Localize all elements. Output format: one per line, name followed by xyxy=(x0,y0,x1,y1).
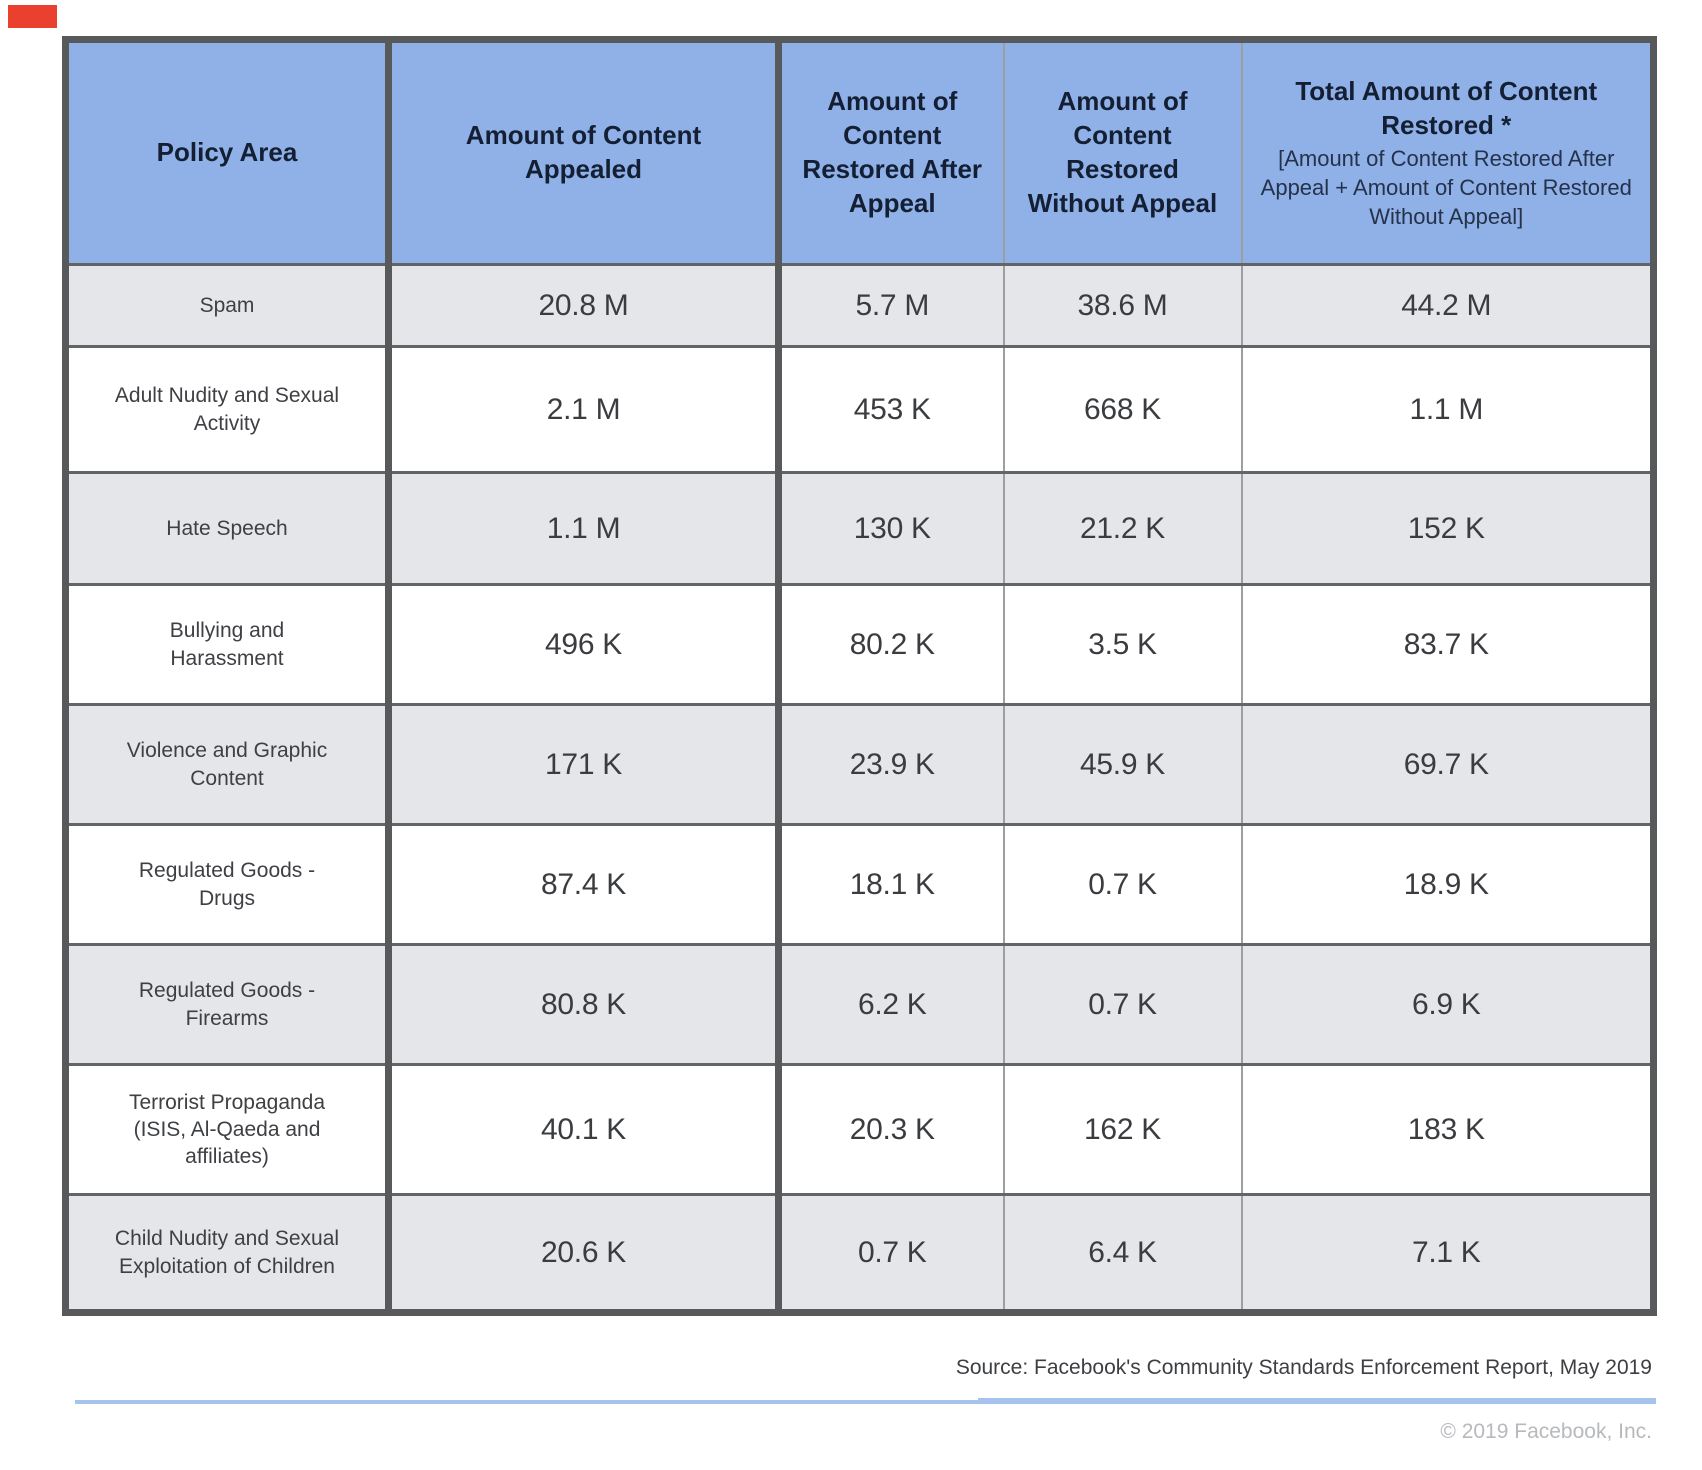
col-header-total-restored-formula: [Amount of Content Restored After Appeal… xyxy=(1260,146,1632,229)
restored-after-appeal-cell: 6.2 K xyxy=(778,943,1005,1065)
col-header-total-restored-label: Total Amount of Content Restored * xyxy=(1295,75,1598,140)
table-row: Child Nudity and Sexual Exploitation of … xyxy=(65,1193,1654,1313)
appealed-cell: 1.1 M xyxy=(388,471,782,585)
restored-without-appeal-cell: 3.5 K xyxy=(1003,583,1243,705)
appealed-cell: 20.8 M xyxy=(388,263,782,347)
col-header-restored-without-appeal: Amount of Content Restored Without Appea… xyxy=(1003,39,1243,266)
restored-without-appeal-cell: 38.6 M xyxy=(1003,263,1243,347)
col-header-restored-without-appeal-label: Amount of Content Restored Without Appea… xyxy=(1027,86,1218,218)
total-restored-cell: 69.7 K xyxy=(1241,703,1654,825)
appealed-cell: 496 K xyxy=(388,583,782,705)
col-header-restored-after-appeal: Amount of Content Restored After Appeal xyxy=(778,39,1005,266)
col-header-policy-area-label: Policy Area xyxy=(156,137,298,168)
restored-without-appeal-cell: 45.9 K xyxy=(1003,703,1243,825)
table-body: Spam 20.8 M 5.7 M 38.6 M 44.2 M Adult Nudity … xyxy=(65,263,1654,1313)
divider-line-left xyxy=(75,1400,978,1404)
policy-area-cell: Regulated Goods - Drugs xyxy=(65,823,392,945)
policy-area-cell: Adult Nudity and Sexual Activity xyxy=(65,345,392,473)
restored-without-appeal-cell: 0.7 K xyxy=(1003,823,1243,945)
restored-without-appeal-cell: 6.4 K xyxy=(1003,1193,1243,1313)
restored-without-appeal-cell: 21.2 K xyxy=(1003,471,1243,585)
restored-after-appeal-cell: 23.9 K xyxy=(778,703,1005,825)
total-restored-cell: 83.7 K xyxy=(1241,583,1654,705)
source-note: Source: Facebook's Community Standards E… xyxy=(955,1356,1652,1379)
appealed-cell: 171 K xyxy=(388,703,782,825)
table-row: Adult Nudity and Sexual Activity 2.1 M 453… xyxy=(65,345,1654,473)
restored-after-appeal-cell: 5.7 M xyxy=(778,263,1005,347)
appealed-cell: 20.6 K xyxy=(388,1193,782,1313)
total-restored-cell: 152 K xyxy=(1241,471,1654,585)
restored-after-appeal-cell: 18.1 K xyxy=(778,823,1005,945)
policy-area-cell: Bullying and Harassment xyxy=(65,583,392,705)
policy-area-cell: Violence and Graphic Content xyxy=(65,703,392,825)
table-row: Terrorist Propaganda (ISIS, Al-Qaeda and… xyxy=(65,1063,1654,1195)
policy-area-cell: Regulated Goods - Firearms xyxy=(65,943,392,1065)
red-corner-marker xyxy=(8,5,57,28)
restored-after-appeal-cell: 0.7 K xyxy=(778,1193,1005,1313)
policy-area-cell: Terrorist Propaganda (ISIS, Al-Qaeda and… xyxy=(65,1063,392,1195)
content-appeals-table: Policy Area Amount of Content Appealed A… xyxy=(62,36,1657,1316)
appealed-cell: 40.1 K xyxy=(388,1063,782,1195)
copyright-text: © 2019 Facebook, Inc. xyxy=(1440,1420,1652,1443)
table-row: Regulated Goods - Drugs 87.4 K 18.1 K 0.7 K… xyxy=(65,823,1654,945)
appealed-cell: 80.8 K xyxy=(388,943,782,1065)
col-header-content-appealed-label: Amount of Content Appealed xyxy=(465,120,702,184)
restored-without-appeal-cell: 668 K xyxy=(1003,345,1243,473)
restored-after-appeal-cell: 80.2 K xyxy=(778,583,1005,705)
col-header-restored-after-appeal-label: Amount of Content Restored After Appeal xyxy=(802,86,983,218)
total-restored-cell: 6.9 K xyxy=(1241,943,1654,1065)
total-restored-cell: 183 K xyxy=(1241,1063,1654,1195)
restored-after-appeal-cell: 20.3 K xyxy=(778,1063,1005,1195)
appealed-cell: 2.1 M xyxy=(388,345,782,473)
policy-area-cell: Spam xyxy=(65,263,392,347)
appealed-cell: 87.4 K xyxy=(388,823,782,945)
total-restored-cell: 18.9 K xyxy=(1241,823,1654,945)
table-row: Hate Speech 1.1 M 130 K 21.2 K 152 K xyxy=(65,471,1654,585)
col-header-total-restored: Total Amount of Content Restored * [Amou… xyxy=(1241,39,1654,266)
policy-area-cell: Hate Speech xyxy=(65,471,392,585)
restored-after-appeal-cell: 453 K xyxy=(778,345,1005,473)
col-header-content-appealed: Amount of Content Appealed xyxy=(388,39,782,266)
restored-without-appeal-cell: 0.7 K xyxy=(1003,943,1243,1065)
total-restored-cell: 7.1 K xyxy=(1241,1193,1654,1313)
table-row: Spam 20.8 M 5.7 M 38.6 M 44.2 M xyxy=(65,263,1654,347)
header-row: Policy Area Amount of Content Appealed A… xyxy=(65,39,1654,266)
total-restored-cell: 44.2 M xyxy=(1241,263,1654,347)
total-restored-cell: 1.1 M xyxy=(1241,345,1654,473)
divider-line-right xyxy=(978,1398,1656,1404)
table-row: Regulated Goods - Firearms 80.8 K 6.2 K 0.7… xyxy=(65,943,1654,1065)
col-header-policy-area: Policy Area xyxy=(65,39,392,266)
restored-after-appeal-cell: 130 K xyxy=(778,471,1005,585)
restored-without-appeal-cell: 162 K xyxy=(1003,1063,1243,1195)
policy-area-cell: Child Nudity and Sexual Exploitation of … xyxy=(65,1193,392,1313)
